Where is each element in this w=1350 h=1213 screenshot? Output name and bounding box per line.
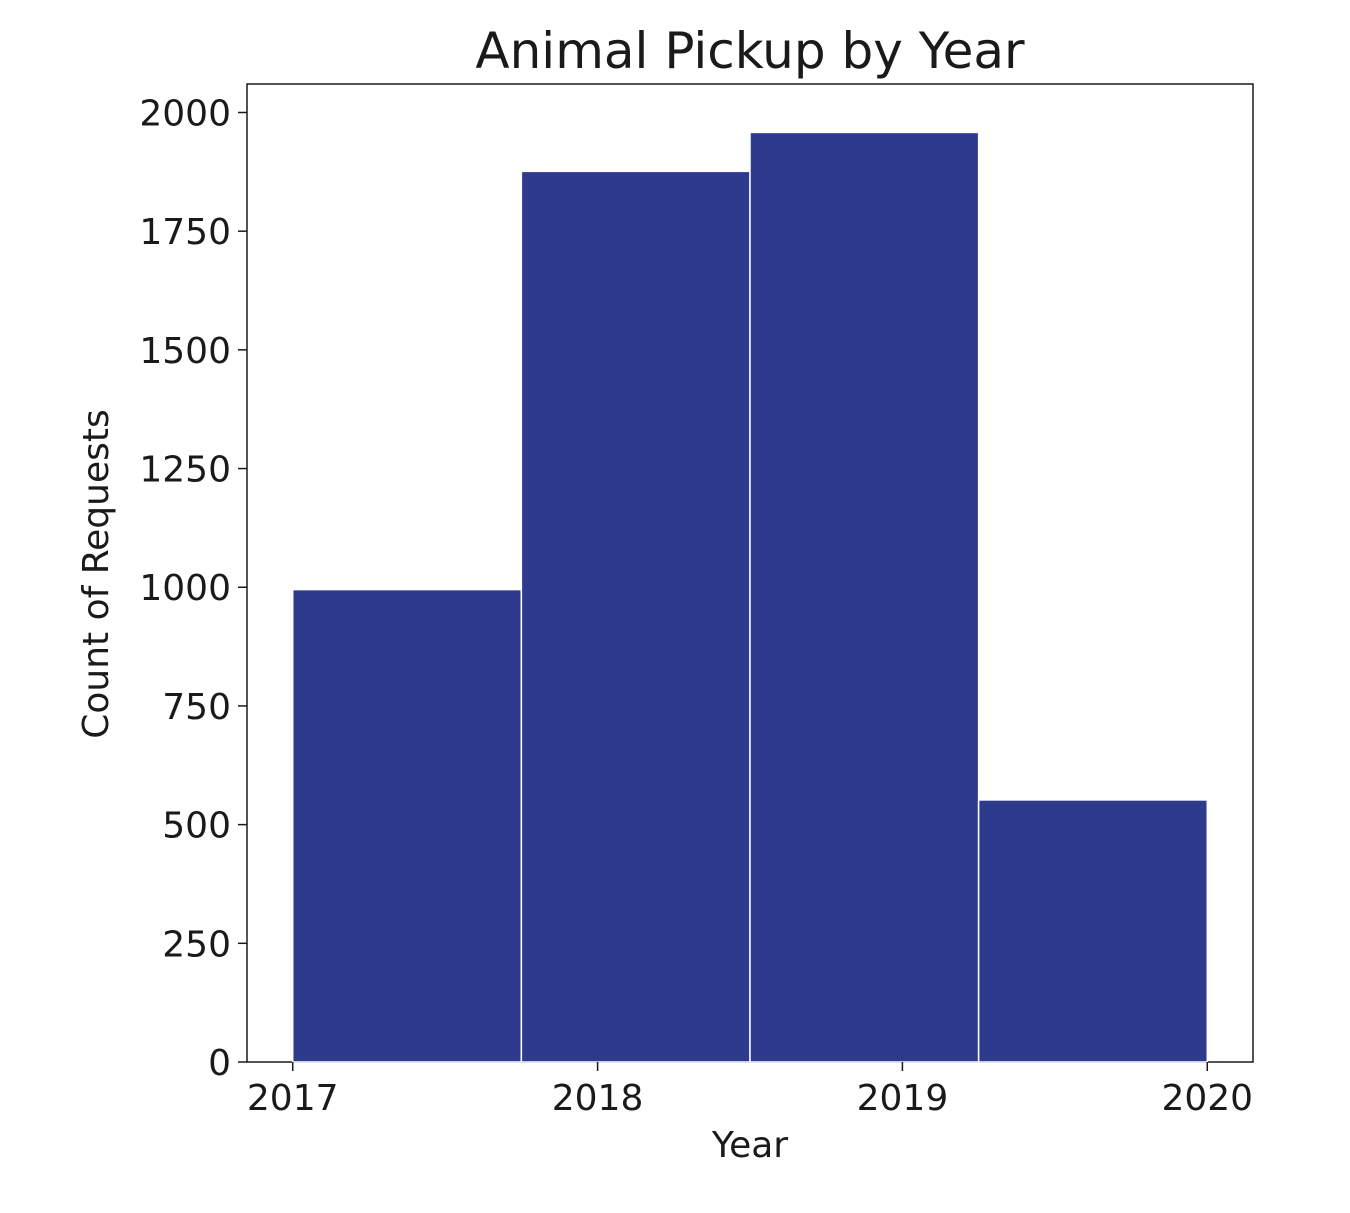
y-tick-label: 1250 bbox=[139, 450, 231, 491]
y-axis-label: Count of Requests bbox=[76, 409, 117, 738]
y-tick-label: 1750 bbox=[139, 212, 231, 253]
bar-2 bbox=[749, 131, 980, 1063]
x-tick-label: 2020 bbox=[1161, 1078, 1253, 1119]
bar-0 bbox=[291, 588, 523, 1063]
y-tick-label: 750 bbox=[162, 687, 231, 728]
bar-1 bbox=[520, 170, 751, 1063]
chart-title: Animal Pickup by Year bbox=[475, 22, 1025, 80]
bar-3 bbox=[977, 799, 1209, 1063]
x-tick-label: 2018 bbox=[552, 1078, 644, 1119]
bars-group bbox=[291, 131, 1209, 1063]
y-tick-label: 250 bbox=[162, 924, 231, 965]
y-tick-label: 2000 bbox=[139, 93, 231, 134]
x-tick-label: 2017 bbox=[247, 1078, 339, 1119]
x-axis-ticks: 2017 2018 2019 2020 bbox=[247, 1062, 1253, 1119]
x-tick-label: 2019 bbox=[857, 1078, 949, 1119]
y-tick-label: 500 bbox=[162, 806, 231, 847]
y-tick-label: 0 bbox=[208, 1043, 231, 1084]
y-tick-label: 1000 bbox=[139, 568, 231, 609]
y-tick-label: 1500 bbox=[139, 331, 231, 372]
y-axis-ticks: 0 250 500 750 1000 1250 1500 1750 2000 bbox=[139, 93, 247, 1084]
x-axis-label: Year bbox=[711, 1125, 788, 1166]
